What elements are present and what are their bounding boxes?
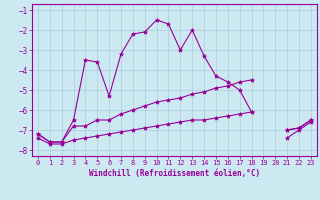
X-axis label: Windchill (Refroidissement éolien,°C): Windchill (Refroidissement éolien,°C): [89, 169, 260, 178]
